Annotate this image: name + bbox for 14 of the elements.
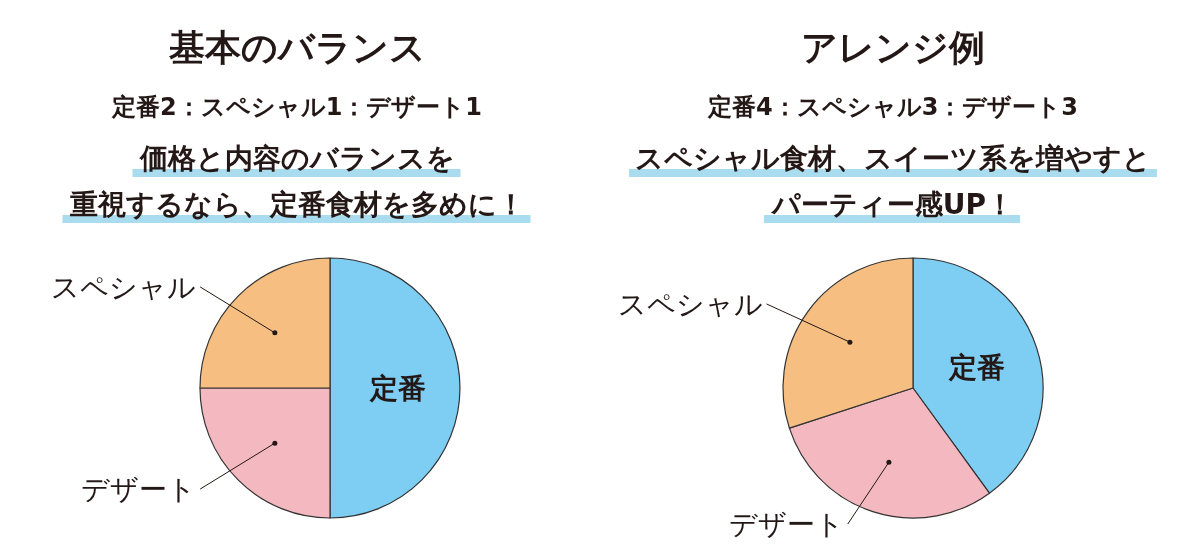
slice-label: 定番 <box>948 351 1006 385</box>
text: 重視するなら、定番食材を多めに！ <box>68 188 525 221</box>
slice-label: デザート <box>728 508 844 541</box>
text: パーティー感UP！ <box>769 188 1015 221</box>
slice-label: スペシャル <box>617 287 763 321</box>
chart-subtitle: 定番2：スペシャル1：デザート1 <box>110 93 483 121</box>
chart-subtitle: 定番4：スペシャル3：デザート3 <box>706 93 1079 121</box>
text: スペシャル食材、スイーツ系を増やすと <box>635 142 1151 175</box>
slice-label: 定番 <box>368 372 426 405</box>
chart-title: 基本のバランス <box>167 27 426 68</box>
slice-label: デザート <box>81 473 197 507</box>
chart-title: アレンジ例 <box>801 27 985 68</box>
slice-label: スペシャル <box>51 270 197 304</box>
text: 価格と内容のバランスを <box>138 142 455 175</box>
